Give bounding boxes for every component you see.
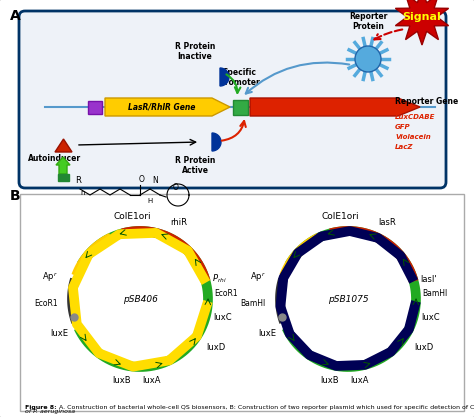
Text: R Protein
Inactive: R Protein Inactive bbox=[175, 42, 215, 61]
Text: pSB1075: pSB1075 bbox=[328, 294, 368, 304]
Text: BamHI: BamHI bbox=[241, 299, 266, 309]
Text: A: A bbox=[10, 9, 21, 23]
Text: luxA: luxA bbox=[351, 376, 369, 385]
Polygon shape bbox=[212, 133, 221, 151]
Text: Reporter
Protein: Reporter Protein bbox=[349, 12, 387, 31]
Text: EcoR1: EcoR1 bbox=[35, 299, 58, 309]
Circle shape bbox=[355, 46, 381, 72]
Text: A. Construction of bacterial whole-cell QS biosensors, B: Construction of two re: A. Construction of bacterial whole-cell … bbox=[57, 405, 474, 410]
Text: R: R bbox=[75, 176, 81, 185]
Text: luxE: luxE bbox=[258, 329, 276, 339]
FancyBboxPatch shape bbox=[58, 174, 69, 181]
Text: Violacein: Violacein bbox=[395, 134, 431, 140]
FancyBboxPatch shape bbox=[19, 11, 446, 188]
Text: luxC: luxC bbox=[213, 312, 232, 322]
Text: of P. aeruginosa: of P. aeruginosa bbox=[25, 409, 75, 414]
Text: luxA: luxA bbox=[143, 376, 161, 385]
Text: R Protein
Active: R Protein Active bbox=[175, 156, 215, 176]
Text: LasR/RhlR Gene: LasR/RhlR Gene bbox=[128, 103, 196, 111]
Polygon shape bbox=[55, 139, 72, 152]
Polygon shape bbox=[220, 68, 229, 86]
Text: rhiR: rhiR bbox=[170, 218, 187, 227]
Text: Figure 8:: Figure 8: bbox=[25, 405, 57, 410]
Text: lasI': lasI' bbox=[420, 274, 437, 284]
Text: ColE1ori: ColE1ori bbox=[321, 212, 359, 221]
Text: luxC: luxC bbox=[421, 312, 439, 322]
FancyBboxPatch shape bbox=[233, 100, 248, 115]
Polygon shape bbox=[395, 0, 448, 45]
Text: luxE: luxE bbox=[50, 329, 68, 339]
Text: Ap$^r$: Ap$^r$ bbox=[250, 270, 266, 284]
Text: luxD: luxD bbox=[414, 342, 433, 352]
FancyArrow shape bbox=[56, 157, 70, 174]
Text: EcoR1: EcoR1 bbox=[214, 289, 237, 299]
Text: N: N bbox=[152, 176, 158, 185]
Text: pSB406: pSB406 bbox=[123, 294, 157, 304]
Text: H: H bbox=[147, 198, 153, 204]
Text: ColE1ori: ColE1ori bbox=[113, 212, 151, 221]
Text: $P_{rhi}$: $P_{rhi}$ bbox=[212, 273, 227, 285]
FancyBboxPatch shape bbox=[20, 194, 464, 411]
Text: luxB: luxB bbox=[321, 376, 339, 385]
FancyBboxPatch shape bbox=[88, 101, 102, 114]
Text: luxB: luxB bbox=[113, 376, 131, 385]
Text: GFP: GFP bbox=[395, 124, 410, 130]
Text: Signal: Signal bbox=[402, 12, 441, 22]
Text: luxD: luxD bbox=[206, 342, 225, 352]
Text: O: O bbox=[173, 183, 179, 192]
Text: O: O bbox=[139, 175, 145, 184]
Text: Ap$^r$: Ap$^r$ bbox=[42, 270, 58, 284]
Text: n: n bbox=[81, 190, 85, 196]
FancyArrow shape bbox=[250, 98, 420, 116]
Text: LuxCDABE: LuxCDABE bbox=[395, 114, 436, 120]
FancyArrow shape bbox=[105, 98, 230, 116]
Text: BamHI: BamHI bbox=[422, 289, 447, 299]
Text: Reporter Gene: Reporter Gene bbox=[395, 96, 458, 106]
Text: Autoinducer: Autoinducer bbox=[28, 154, 82, 163]
Text: Specific
Promoter: Specific Promoter bbox=[219, 68, 260, 87]
Text: B: B bbox=[10, 189, 21, 203]
Text: LacZ: LacZ bbox=[395, 144, 413, 150]
Text: lasR: lasR bbox=[378, 218, 396, 227]
